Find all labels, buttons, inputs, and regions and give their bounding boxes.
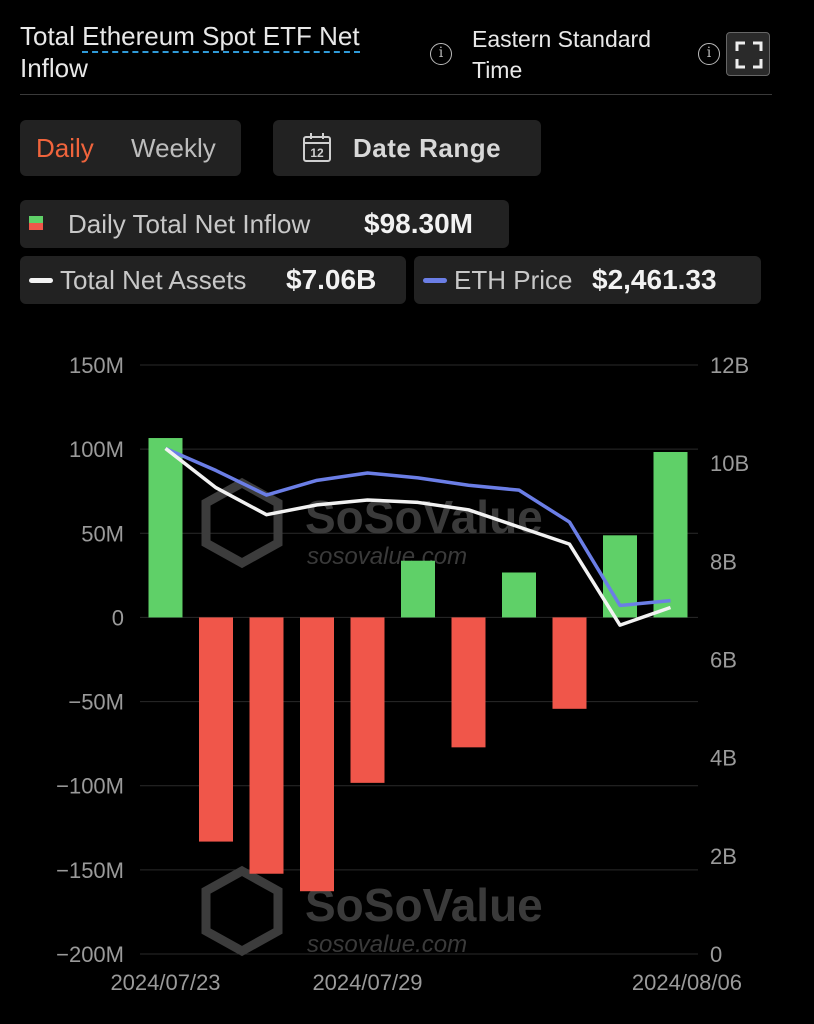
bar	[249, 617, 284, 874]
left-axis-tick: 150M	[69, 353, 124, 378]
right-axis-tick: 4B	[710, 746, 737, 771]
bar	[552, 617, 587, 709]
legend-label: Total Net Assets	[60, 265, 247, 295]
legend-value: $2,461.33	[592, 264, 717, 295]
left-axis-tick: 0	[112, 605, 124, 630]
legend-swatch-price	[423, 278, 447, 283]
timezone-label: Eastern Standard Time	[472, 26, 652, 83]
bar	[502, 572, 536, 618]
info-icon[interactable]: i	[430, 43, 452, 65]
x-axis-tick: 2024/07/23	[110, 970, 220, 995]
legend-eth-price[interactable]: ETH Price $2,461.33	[414, 256, 761, 304]
bar	[148, 438, 183, 618]
watermark-url: sosovalue.com	[307, 543, 467, 570]
eth-price-line	[164, 446, 671, 608]
right-axis-tick: 10B	[710, 451, 749, 476]
ethereum-link[interactable]: Ethereum Spot ETF Net	[82, 21, 360, 53]
bar	[653, 452, 688, 618]
total-net-assets-line	[164, 447, 672, 627]
bar	[401, 560, 435, 618]
chart-header: Total Ethereum Spot ETF Net Inflow i East…	[20, 18, 772, 95]
date-range-label: Date Range	[353, 133, 502, 163]
fullscreen-button[interactable]	[726, 32, 770, 76]
legend-swatch-assets	[29, 278, 53, 283]
expand-icon	[735, 41, 763, 69]
right-axis-tick: 2B	[710, 844, 737, 869]
tab-weekly[interactable]: Weekly	[131, 133, 216, 163]
legend-label: Daily Total Net Inflow	[68, 209, 311, 239]
right-axis-tick: 8B	[710, 549, 737, 574]
title-text: Total	[20, 21, 83, 51]
period-toggle: Daily Weekly	[20, 120, 241, 176]
legend-swatch-positive	[29, 216, 43, 223]
watermark-brand: SoSoValue	[305, 491, 543, 543]
tab-daily[interactable]: Daily	[36, 133, 94, 163]
watermark-brand: SoSoValue	[305, 879, 543, 931]
left-axis-tick: −200M	[56, 942, 124, 967]
left-axis-tick: 100M	[69, 437, 124, 462]
watermark-logo-icon	[201, 865, 283, 957]
x-axis-tick: 2024/08/06	[632, 970, 742, 995]
watermark-url: sosovalue.com	[307, 931, 467, 958]
bar	[199, 617, 233, 842]
right-axis-tick: 6B	[710, 648, 737, 673]
bar	[350, 617, 385, 783]
left-axis-tick: −50M	[68, 690, 124, 715]
calendar-icon: 12	[303, 133, 331, 162]
left-axis-tick: 50M	[81, 521, 124, 546]
chart-plot: 150M 100M 50M 0 −50M −100M −150M −200M 12B 10B 8B 6…	[56, 353, 749, 995]
legend-value: $98.30M	[364, 208, 473, 239]
timezone-info-icon[interactable]: i	[698, 43, 720, 65]
title-text-2: Inflow	[20, 53, 88, 83]
legend-swatch-negative	[29, 223, 43, 230]
svg-text:12: 12	[310, 146, 324, 160]
legend-value: $7.06B	[286, 264, 377, 295]
legend-label: ETH Price	[454, 265, 573, 295]
bar	[451, 617, 486, 748]
left-axis-tick: −150M	[56, 858, 124, 883]
x-axis-tick: 2024/07/29	[312, 970, 422, 995]
legend-daily-inflow[interactable]: Daily Total Net Inflow $98.30M	[20, 200, 509, 248]
bar	[300, 617, 334, 892]
left-axis-tick: −100M	[56, 774, 124, 799]
right-axis-tick: 0	[710, 942, 722, 967]
date-range-button[interactable]: 12 Date Range	[273, 120, 541, 176]
legend-total-assets[interactable]: Total Net Assets $7.06B	[20, 256, 406, 304]
watermark-logo-icon	[201, 477, 283, 569]
right-axis-tick: 12B	[710, 353, 749, 378]
chart-title: Total Ethereum Spot ETF Net Inflow	[20, 20, 410, 84]
